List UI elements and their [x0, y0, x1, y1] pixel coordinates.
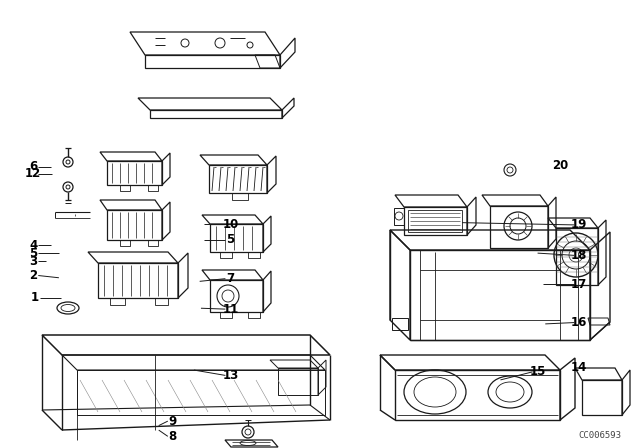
- Text: 7: 7: [227, 272, 234, 285]
- Text: 5: 5: [227, 233, 234, 246]
- Text: 18: 18: [571, 249, 588, 262]
- Text: 11: 11: [222, 302, 239, 316]
- Text: 8: 8: [169, 430, 177, 443]
- Text: 16: 16: [571, 316, 588, 329]
- Text: CC006593: CC006593: [579, 431, 621, 439]
- Text: 14: 14: [571, 361, 588, 374]
- Text: 20: 20: [552, 159, 568, 172]
- Text: 2: 2: [29, 269, 37, 282]
- Text: 15: 15: [529, 365, 546, 379]
- Text: 10: 10: [222, 217, 239, 231]
- Text: 19: 19: [571, 218, 588, 232]
- Text: 13: 13: [222, 369, 239, 382]
- Text: 4: 4: [29, 238, 37, 252]
- Text: 5: 5: [29, 246, 37, 260]
- Text: 12: 12: [25, 167, 42, 181]
- Text: 3: 3: [29, 254, 37, 268]
- Text: 6: 6: [29, 160, 37, 173]
- Text: 1: 1: [31, 291, 39, 305]
- Text: 9: 9: [169, 414, 177, 428]
- Text: 17: 17: [571, 278, 588, 291]
